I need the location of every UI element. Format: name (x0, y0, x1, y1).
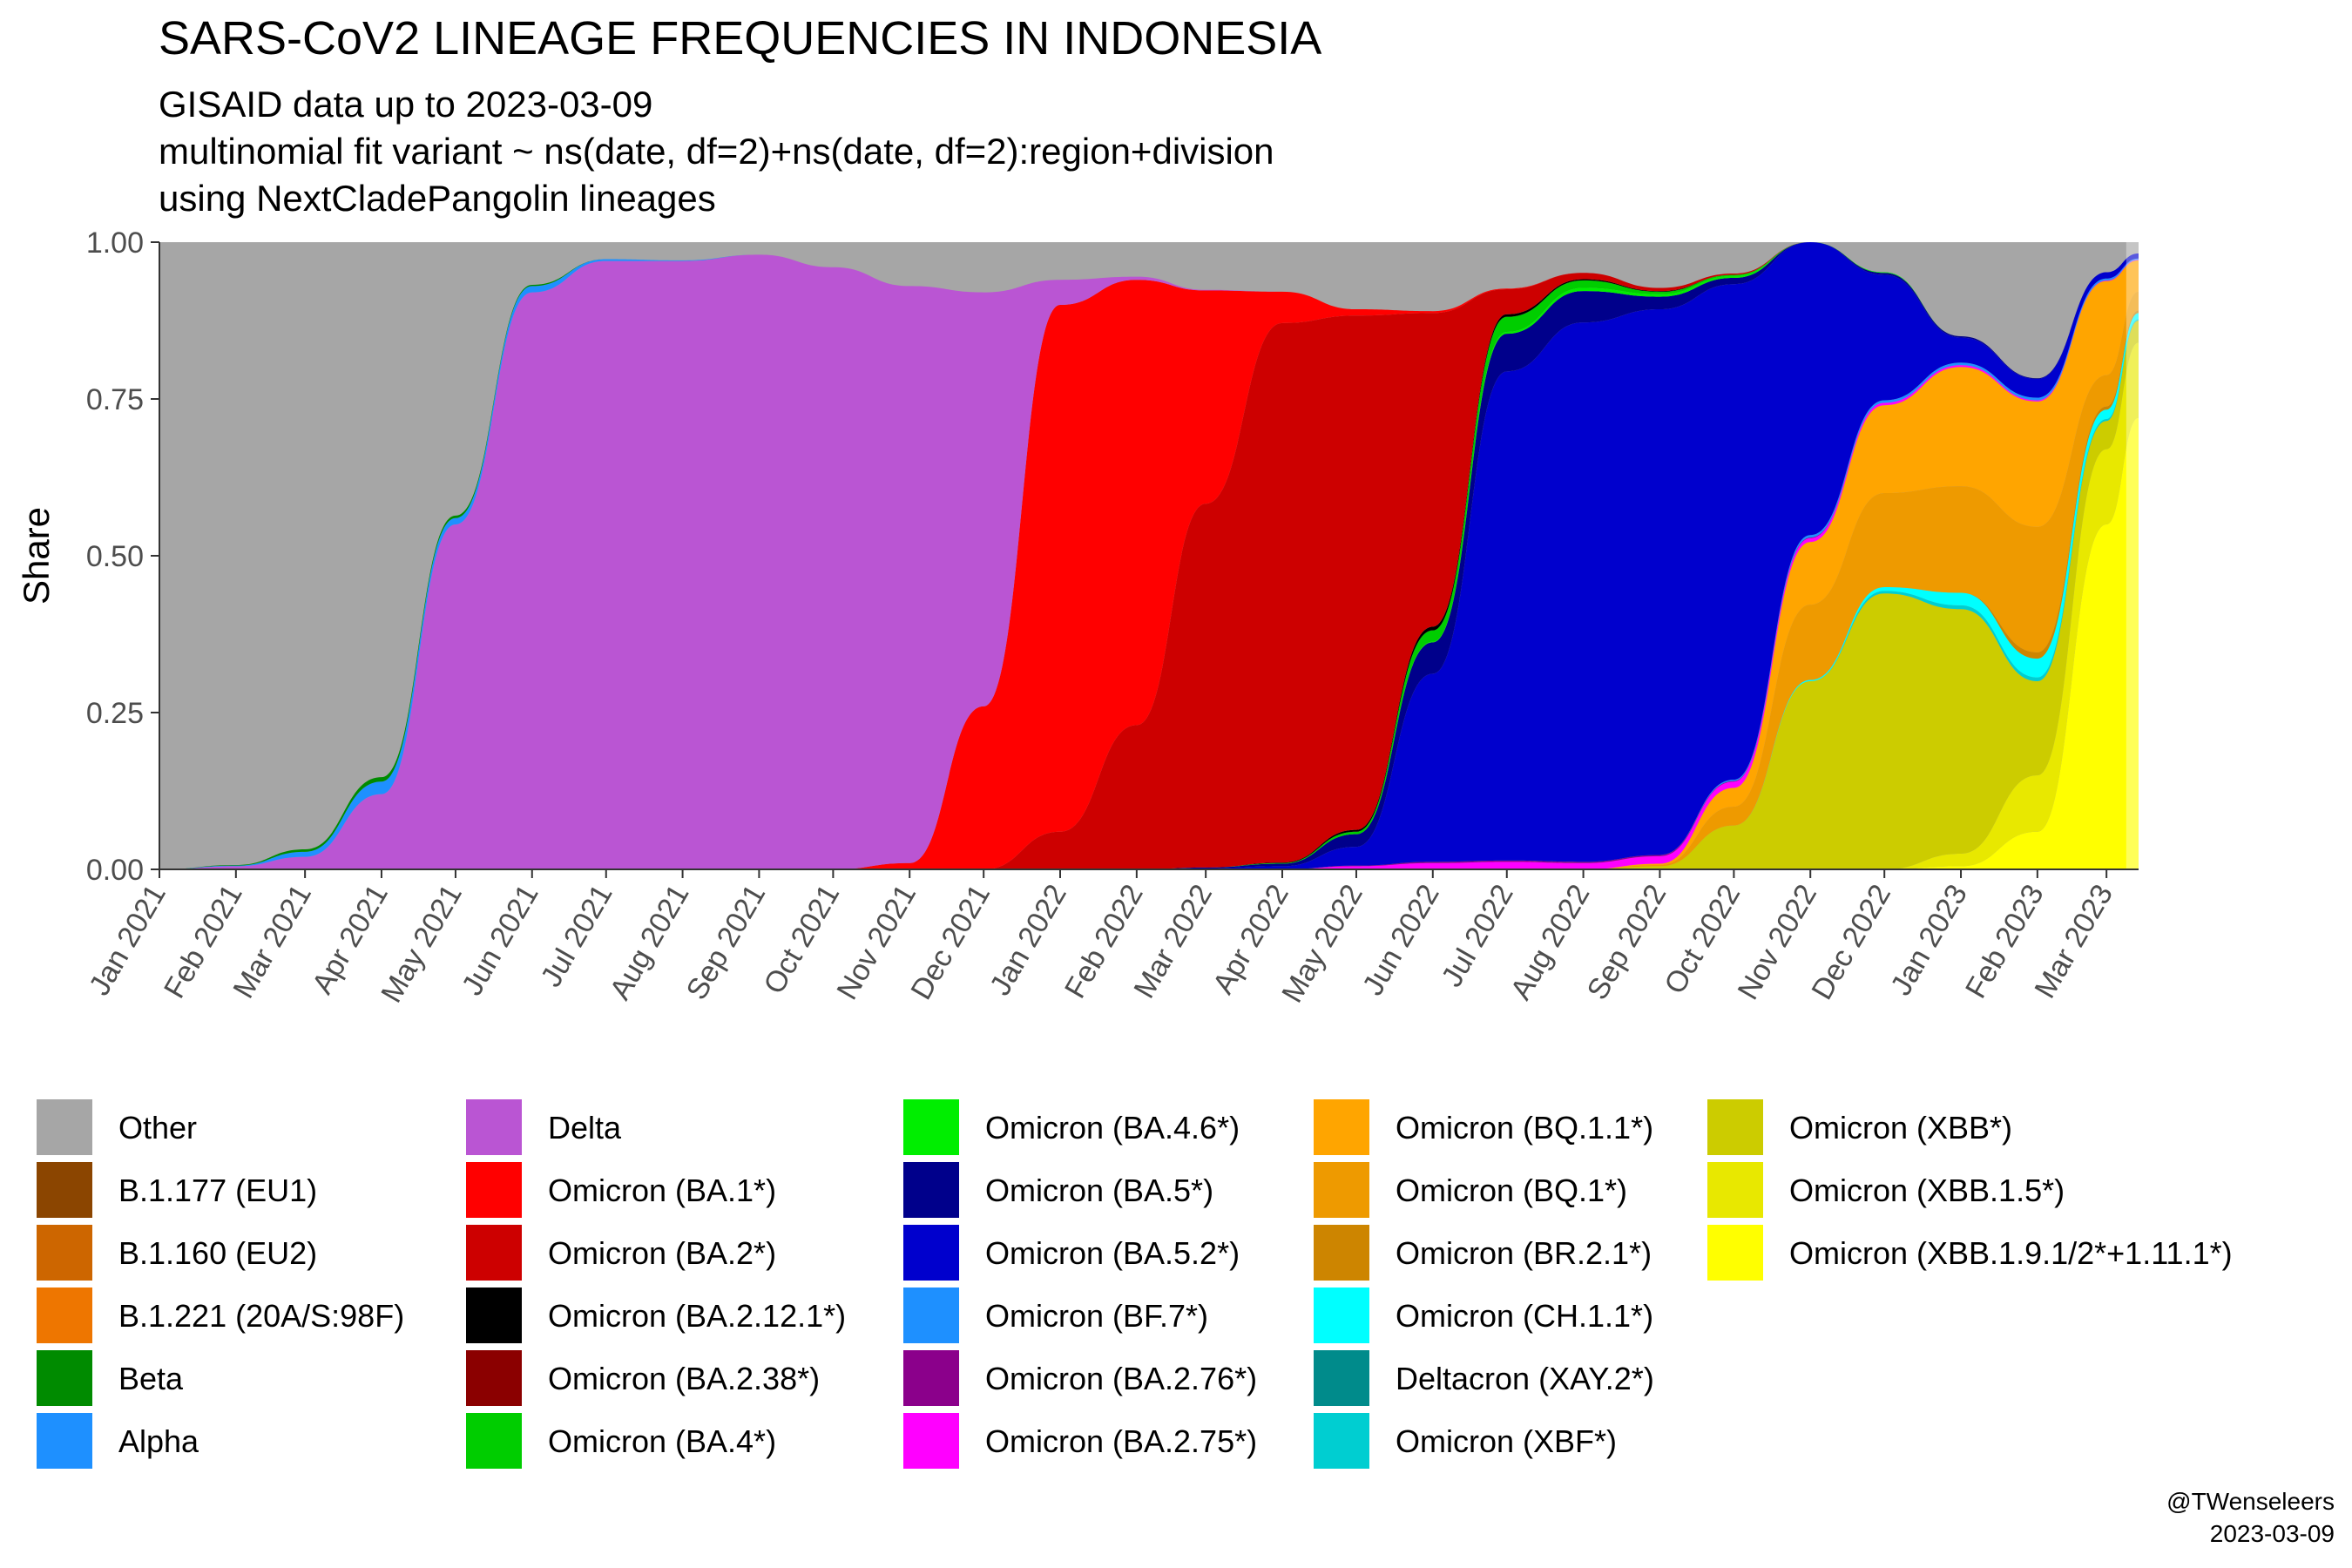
legend-key-b-1-177-eu1 (37, 1162, 92, 1218)
legend-key-omicron-xbb (1707, 1099, 1763, 1155)
legend-label-omicron-ba-2-75: Omicron (BA.2.75*) (985, 1423, 1257, 1459)
area-delta (159, 242, 2139, 869)
legend-key-delta (466, 1099, 522, 1155)
legend-label-omicron-ch-1-1: Omicron (CH.1.1*) (1396, 1298, 1653, 1334)
legend: Other B.1.177 (EU1) B.1.160 (EU2) B.1.221 (… (37, 1099, 2233, 1469)
legend-label-omicron-ba-5: Omicron (BA.5*) (985, 1173, 1213, 1208)
caption-date: 2023-03-09 (2210, 1520, 2335, 1547)
legend-label-omicron-xbb: Omicron (XBB*) (1789, 1110, 2012, 1146)
x-tick-label: Jul 2021 (535, 879, 619, 992)
legend-key-b-1-160-eu2 (37, 1225, 92, 1281)
legend-key-omicron-ba-2-75 (903, 1413, 959, 1469)
legend-key-omicron-xbb-1-9-1-2-1-11-1 (1707, 1225, 1763, 1281)
legend-key-omicron-xbb-1-5 (1707, 1162, 1763, 1218)
legend-key-b-1-221-20a-s-98f (37, 1288, 92, 1343)
y-tick-label: 0.25 (86, 697, 144, 730)
legend-label-omicron-ba-2: Omicron (BA.2*) (548, 1235, 776, 1271)
x-tick-label: Jan 2021 (83, 879, 172, 1001)
x-tick-label: Jul 2022 (1436, 879, 1520, 992)
area-omicron-ba-2 (159, 242, 2139, 869)
legend-key-omicron-ba-2-12-1 (466, 1288, 522, 1343)
legend-key-omicron-ba-5 (903, 1162, 959, 1218)
plot-area (159, 242, 2139, 870)
x-tick-label: Jun 2022 (1356, 879, 1446, 1001)
legend-key-deltacron-xay-2 (1314, 1350, 1369, 1406)
legend-key-alpha (37, 1413, 92, 1469)
legend-key-omicron-ba-4-6 (903, 1099, 959, 1155)
y-tick-label: 0.75 (86, 383, 144, 416)
legend-label-omicron-ba-4-6: Omicron (BA.4.6*) (985, 1110, 1240, 1146)
legend-label-omicron-br-2-1: Omicron (BR.2.1*) (1396, 1235, 1652, 1271)
legend-label-other: Other (118, 1110, 197, 1146)
legend-label-omicron-ba-2-38: Omicron (BA.2.38*) (548, 1361, 820, 1396)
y-tick-label: 0.50 (86, 540, 144, 573)
legend-key-omicron-ba-4 (466, 1413, 522, 1469)
caption-author: @TWenseleers (2166, 1488, 2335, 1515)
legend-label-beta: Beta (118, 1361, 184, 1396)
chart-subtitle-line-3: using NextCladePangolin lineages (159, 178, 716, 219)
legend-key-omicron-ch-1-1 (1314, 1288, 1369, 1343)
x-tick-label: Jan 2022 (983, 879, 1073, 1001)
legend-key-omicron-ba-5-2 (903, 1225, 959, 1281)
legend-key-beta (37, 1350, 92, 1406)
legend-label-alpha: Alpha (118, 1423, 199, 1459)
legend-key-omicron-xbf (1314, 1413, 1369, 1469)
projection-overlay (2126, 242, 2139, 869)
legend-key-omicron-br-2-1 (1314, 1225, 1369, 1281)
x-tick-label: Jan 2023 (1884, 879, 1974, 1001)
legend-label-omicron-xbb-1-5: Omicron (XBB.1.5*) (1789, 1173, 2065, 1208)
legend-label-omicron-bf-7: Omicron (BF.7*) (985, 1298, 1208, 1334)
legend-key-omicron-ba-1 (466, 1162, 522, 1218)
legend-label-omicron-ba-5-2: Omicron (BA.5.2*) (985, 1235, 1240, 1271)
legend-key-other (37, 1099, 92, 1155)
legend-label-delta: Delta (548, 1110, 622, 1146)
y-tick-label: 0.00 (86, 854, 144, 887)
legend-key-omicron-ba-2-38 (466, 1350, 522, 1406)
x-tick-label: Jun 2021 (456, 879, 545, 1001)
legend-label-omicron-ba-4: Omicron (BA.4*) (548, 1423, 776, 1459)
legend-label-omicron-ba-2-12-1: Omicron (BA.2.12.1*) (548, 1298, 846, 1334)
area-omicron-ba-1 (159, 242, 2139, 869)
chart-subtitle-line-2: multinomial fit variant ~ ns(date, df=2)… (159, 131, 1274, 172)
legend-key-omicron-bq-1 (1314, 1162, 1369, 1218)
chart-title: SARS-CoV2 LINEAGE FREQUENCIES IN INDONES… (159, 12, 1321, 64)
legend-label-omicron-ba-2-76: Omicron (BA.2.76*) (985, 1361, 1257, 1396)
legend-label-omicron-bq-1-1: Omicron (BQ.1.1*) (1396, 1110, 1653, 1146)
legend-key-omicron-ba-2 (466, 1225, 522, 1281)
y-tick-label: 1.00 (86, 226, 144, 260)
chart-subtitle-line-1: GISAID data up to 2023-03-09 (159, 84, 652, 125)
legend-key-omicron-bq-1-1 (1314, 1099, 1369, 1155)
y-axis-label: Share (16, 507, 57, 605)
legend-label-omicron-xbb-1-9-1-2-1-11-1: Omicron (XBB.1.9.1/2*+1.11.1*) (1789, 1235, 2233, 1271)
legend-label-b-1-160-eu2: B.1.160 (EU2) (118, 1235, 317, 1271)
area-omicron-xbb (159, 321, 2139, 869)
legend-label-omicron-xbf: Omicron (XBF*) (1396, 1423, 1617, 1459)
area-omicron-ba-5-2 (159, 242, 2139, 869)
legend-label-b-1-221-20a-s-98f: B.1.221 (20A/S:98F) (118, 1298, 404, 1334)
legend-key-omicron-ba-2-76 (903, 1350, 959, 1406)
legend-key-omicron-bf-7 (903, 1288, 959, 1343)
legend-label-omicron-bq-1: Omicron (BQ.1*) (1396, 1173, 1627, 1208)
legend-label-deltacron-xay-2: Deltacron (XAY.2*) (1396, 1361, 1654, 1396)
y-axis: 0.00 0.25 0.50 0.75 1.00 (86, 226, 160, 887)
legend-label-b-1-177-eu1: B.1.177 (EU1) (118, 1173, 317, 1208)
legend-label-omicron-ba-1: Omicron (BA.1*) (548, 1173, 776, 1208)
